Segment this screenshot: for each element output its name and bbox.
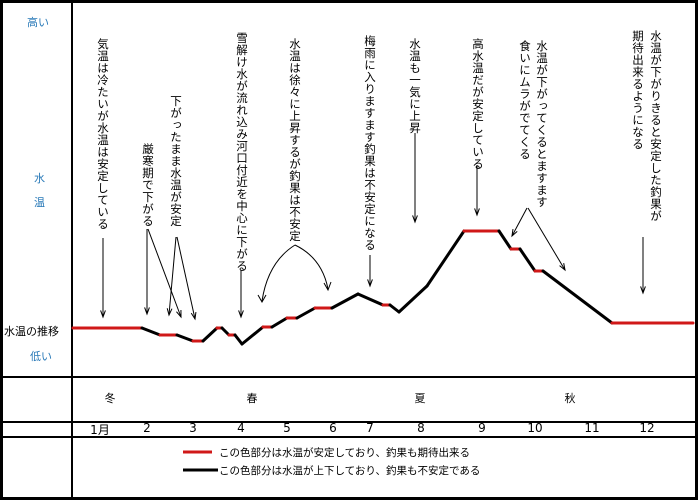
season-summer: 夏 xyxy=(414,392,426,405)
unstable-segment xyxy=(541,269,614,325)
month-label: 11 xyxy=(584,421,600,435)
unstable-segment xyxy=(388,303,401,314)
curved-arrow-may-right xyxy=(294,244,329,290)
unstable-segment xyxy=(497,229,513,251)
arrowhead-icon xyxy=(367,279,373,288)
annotation-sep: 高水温だが安定している xyxy=(471,38,485,170)
annotation-oct-2: 食いにムラがでてくる xyxy=(518,40,532,160)
annotation-oct-1: 水温が下がってくるとますます xyxy=(535,40,549,208)
arrowhead-icon xyxy=(238,310,244,319)
unstable-segment xyxy=(140,326,162,337)
unstable-segment xyxy=(175,333,195,343)
season-spring: 春 xyxy=(246,392,258,405)
season-winter: 冬 xyxy=(104,392,116,405)
month-label: 6 xyxy=(329,421,337,435)
annotation-feb-mar: 下がったまま水温が安定 xyxy=(169,95,183,227)
month-label: 10 xyxy=(527,421,543,435)
arrow-feb-diag xyxy=(147,228,182,318)
annotation-feb: 厳寒期で下がる xyxy=(141,143,155,227)
arrowhead-icon xyxy=(323,281,332,292)
season-autumn: 秋 xyxy=(564,392,576,405)
unstable-segment xyxy=(397,284,429,314)
month-label: 5 xyxy=(283,421,291,435)
legend-unstable-text: この色部分は水温が上下しており、釣果も不安定である xyxy=(219,465,481,477)
annotation-dec-1: 水温が下がりきると安定した釣果が xyxy=(649,30,663,222)
arrowhead-icon xyxy=(190,311,197,321)
divider-chart-seasons xyxy=(0,376,698,378)
arrowhead-icon xyxy=(474,208,480,217)
month-label: 9 xyxy=(478,421,486,435)
arrowhead-icon xyxy=(511,228,518,238)
arrow-oct-left xyxy=(511,207,528,237)
unstable-segment xyxy=(201,326,219,343)
arrow-oct-right xyxy=(527,207,566,271)
annotation-may: 水温は徐々に上昇するが釣果は不安定 xyxy=(288,38,302,242)
arrowhead-icon xyxy=(412,215,418,224)
arrowhead-icon xyxy=(559,263,566,272)
curved-arrow-may-left xyxy=(261,244,296,302)
unstable-segment xyxy=(356,292,385,307)
divider-months-legend xyxy=(0,436,698,438)
month-label: 4 xyxy=(237,421,245,435)
legend-stable-text: この色部分は水温が安定しており、釣果も期待出来る xyxy=(219,447,470,459)
arrowhead-icon xyxy=(257,294,267,304)
arrowhead-icon xyxy=(166,308,173,317)
annotation-jan: 気温は冷たいが水温は安定している xyxy=(96,38,110,230)
annotation-dec-2: 期待出来るようになる xyxy=(631,30,645,150)
axis-low-label: 低い xyxy=(30,350,52,363)
divider-seasons-months xyxy=(0,421,698,423)
unstable-segment xyxy=(518,247,537,273)
axis-high-label: 高い xyxy=(27,16,49,29)
month-label: 8 xyxy=(417,421,425,435)
left-column-divider xyxy=(71,0,73,500)
month-label: 2 xyxy=(143,421,151,435)
arrow-feb-mar-left xyxy=(168,236,177,316)
unstable-segment xyxy=(220,326,231,337)
unstable-segment xyxy=(425,229,466,288)
month-label: 7 xyxy=(366,421,374,435)
unstable-segment xyxy=(295,306,317,320)
axis-title-top: 水 xyxy=(34,172,45,185)
arrowhead-icon xyxy=(144,307,150,316)
arrowhead-icon xyxy=(176,309,182,319)
arrowhead-icon xyxy=(640,286,646,295)
unstable-segment xyxy=(270,316,289,329)
unstable-segment xyxy=(330,292,360,310)
month-label: 1月 xyxy=(90,423,110,437)
month-label: 12 xyxy=(639,421,655,435)
arrow-feb-mar-right xyxy=(176,236,196,320)
annotation-apr: 雪解け水が流れ込み河口付近を中心に下がる xyxy=(235,32,249,272)
unstable-segment xyxy=(233,333,244,346)
arrowhead-icon xyxy=(100,310,106,319)
annotation-jun-jul: 梅雨に入りますます釣果は不安定になる xyxy=(363,35,377,251)
unstable-segment xyxy=(240,325,265,346)
month-label: 3 xyxy=(189,421,197,435)
axis-title-bottom: 温 xyxy=(34,196,45,209)
series-label: 水温の推移 xyxy=(4,325,59,338)
annotation-aug: 水温も一気に上昇 xyxy=(408,38,422,134)
